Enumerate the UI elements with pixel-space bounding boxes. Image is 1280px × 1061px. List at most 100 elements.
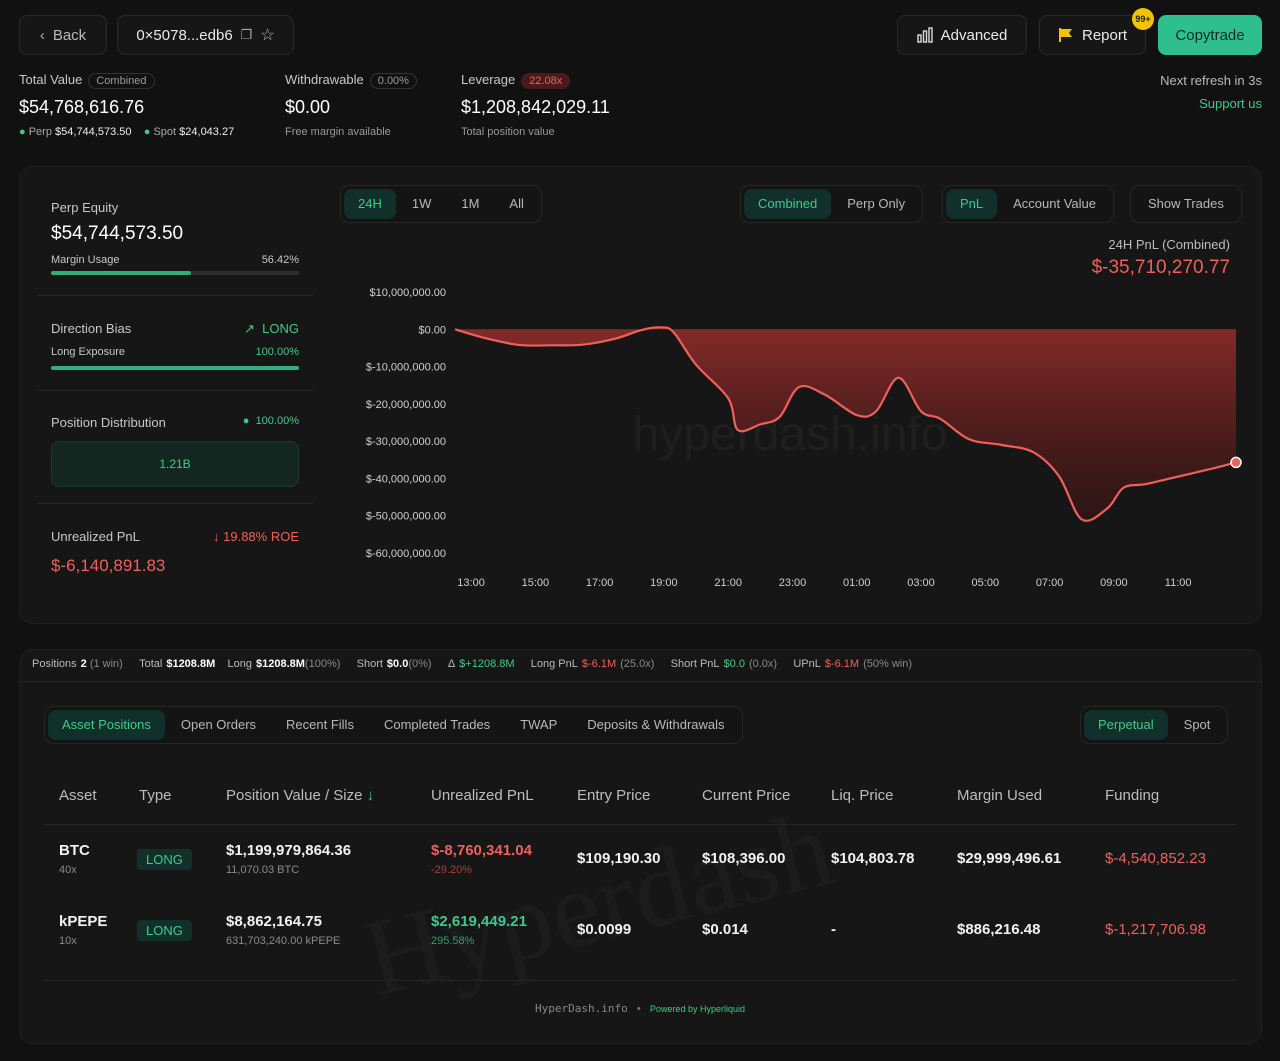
back-button[interactable]: ‹ Back: [19, 15, 107, 55]
column-header[interactable]: Position Value / Size ↓: [226, 787, 375, 804]
distribution-percent: 100.00%: [255, 415, 299, 427]
y-tick-label: $-10,000,000.00: [366, 362, 446, 374]
chevron-left-icon: ‹: [39, 26, 45, 44]
distribution-bar[interactable]: 1.21B: [51, 441, 299, 487]
leverage-sub: Total position value: [461, 126, 555, 138]
margin-usage-fill: [51, 271, 191, 275]
position-type-badge: LONG: [137, 920, 192, 941]
unrealized-pnl-section: Unrealized PnL ↓ 19.88% ROE $-6,140,891.…: [51, 529, 299, 576]
leverage-label: Leverage: [461, 72, 516, 87]
show-trades-button[interactable]: Show Trades: [1130, 185, 1242, 223]
perp-equity-value: $54,744,573.50: [51, 223, 184, 244]
metric-selector: PnL Account Value: [942, 185, 1115, 223]
trend-up-icon: ↗: [244, 321, 255, 336]
tab-recent-fills[interactable]: Recent Fills: [286, 717, 354, 732]
x-tick-label: 21:00: [714, 577, 742, 589]
summary-long-pnl-note: (25.0x): [620, 658, 655, 670]
mode-selector: Combined Perp Only: [740, 185, 924, 223]
y-tick-label: $0.00: [418, 324, 446, 336]
range-option-24h[interactable]: 24H: [344, 189, 396, 219]
x-tick-label: 05:00: [972, 577, 1000, 589]
position-value: $8,862,164.75: [226, 913, 322, 930]
summary-delta-value: $+1208.8M: [459, 658, 515, 670]
sort-desc-icon[interactable]: ↓: [362, 787, 375, 804]
distribution-value: ● 100.00%: [243, 415, 299, 430]
perp-value: $54,744,573.50: [55, 126, 132, 138]
column-header: Margin Used: [957, 787, 1043, 804]
footer-site[interactable]: HyperDash.info: [535, 1002, 628, 1015]
metric-option-pnl[interactable]: PnL: [946, 189, 998, 219]
chart-pnl-value: $-35,710,270.77: [1091, 257, 1230, 278]
unrealized-pnl: $-8,760,341.04: [431, 842, 532, 859]
market-tab-perpetual[interactable]: Perpetual: [1084, 710, 1168, 740]
roe-value: ↓ 19.88% ROE: [213, 529, 299, 544]
mode-option-perp-only[interactable]: Perp Only: [847, 196, 906, 211]
unrealized-pnl-percent: 295.58%: [431, 935, 475, 947]
spot-dot-icon: ●: [143, 126, 151, 138]
roe-text: 19.88% ROE: [223, 529, 299, 544]
summary-upnl-label: UPnL: [793, 658, 821, 670]
range-option-all[interactable]: All: [509, 196, 524, 211]
perp-dot-icon: ●: [19, 126, 26, 138]
pnl-current-point[interactable]: [1230, 456, 1242, 469]
summary-total-label: Total: [139, 658, 163, 670]
combined-pill: Combined: [88, 73, 155, 89]
advanced-label: Advanced: [940, 26, 1008, 44]
x-tick-label: 13:00: [457, 577, 485, 589]
chart-watermark: hyperdash.info: [633, 408, 948, 461]
footer-powered[interactable]: Powered by Hyperliquid: [649, 1004, 745, 1014]
positions-summary: Positions 2 (1 win) Total $1208.8M Long $12…: [32, 658, 916, 670]
long-exposure-value: 100.00%: [255, 346, 299, 358]
leverage-value: $1,208,842,029.11: [461, 97, 610, 117]
tab-completed-trades[interactable]: Completed Trades: [383, 717, 491, 732]
summary-short-label: Short: [356, 658, 383, 670]
summary-long-value: $1208.8M: [255, 658, 305, 670]
x-tick-label: 15:00: [522, 577, 550, 589]
star-icon[interactable]: ☆: [260, 27, 275, 44]
copy-icon[interactable]: ❐: [240, 27, 253, 42]
x-tick-label: 23:00: [779, 577, 807, 589]
range-option-1m[interactable]: 1M: [461, 196, 480, 211]
total-value-block: Total Value Combined $54,768,616.76 ● Per…: [19, 72, 234, 138]
spot-label: Spot: [153, 126, 177, 138]
footer: HyperDash.info • Powered by Hyperliquid: [0, 1002, 1280, 1015]
summary-short-pnl-note: (0.0x): [748, 658, 778, 670]
x-tick-label: 11:00: [1165, 577, 1192, 589]
footer-separator: •: [636, 1003, 641, 1015]
market-tab-spot[interactable]: Spot: [1183, 717, 1211, 732]
x-tick-label: 09:00: [1100, 577, 1128, 589]
divider: [37, 503, 313, 504]
column-header: Asset: [59, 787, 97, 804]
column-header: Entry Price: [577, 787, 651, 804]
tab-deposits-withdrawals[interactable]: Deposits & Withdrawals: [587, 717, 725, 732]
y-tick-label: $-30,000,000.00: [366, 436, 446, 448]
summary-positions-value: 2: [80, 658, 87, 670]
divider: [44, 824, 1237, 825]
tab-asset-positions[interactable]: Asset Positions: [48, 710, 165, 740]
margin-usage-value: 56.42%: [261, 254, 299, 266]
asset-name: BTC: [59, 842, 90, 859]
report-button[interactable]: Report: [1039, 15, 1146, 55]
tab-open-orders[interactable]: Open Orders: [180, 717, 257, 732]
notification-badge: 99+: [1132, 8, 1154, 30]
pnl-chart[interactable]: hyperdash.info $10,000,000.00 $0.00 $-10,0…: [330, 280, 1270, 600]
metric-option-account-value[interactable]: Account Value: [1013, 196, 1097, 211]
report-label: Report: [1081, 26, 1128, 44]
range-option-1w[interactable]: 1W: [411, 196, 432, 211]
column-header: Liq. Price: [831, 787, 894, 804]
advanced-button[interactable]: Advanced: [897, 15, 1027, 55]
summary-long-pnl-label: Long PnL: [530, 658, 578, 670]
tab-twap[interactable]: TWAP: [520, 717, 558, 732]
direction-bias-section: Direction Bias ↗ LONG Long Exposure 100.…: [51, 321, 299, 370]
copytrade-button[interactable]: Copytrade: [1158, 15, 1262, 55]
column-header: Funding: [1105, 787, 1160, 804]
chart-pnl-label: 24H PnL (Combined): [1108, 237, 1230, 252]
summary-delta-label: Δ: [447, 658, 456, 670]
withdrawable-label: Withdrawable: [285, 72, 364, 87]
mode-option-combined[interactable]: Combined: [744, 189, 832, 219]
column-header: Type: [139, 787, 172, 804]
support-link[interactable]: Support us: [1199, 96, 1262, 111]
perp-equity-label: Perp Equity: [51, 200, 119, 215]
wallet-address: 0×5078...edb6: [136, 26, 233, 44]
asset-name: kPEPE: [59, 913, 108, 930]
